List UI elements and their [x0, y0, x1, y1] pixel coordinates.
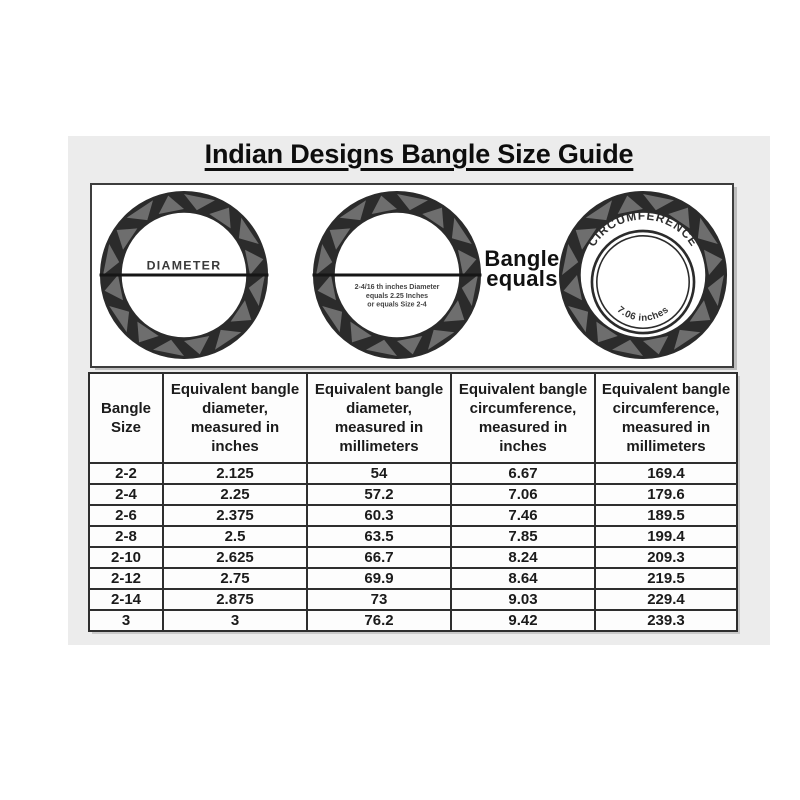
column-header-diameter-inches: Equivalent bangle diameter, measured in …	[162, 372, 308, 464]
inner-circle-inner	[596, 235, 690, 330]
table-cell: 169.4	[594, 462, 738, 485]
table-cell: 239.3	[594, 609, 738, 632]
example-note-line-3: or equals Size 2-4	[367, 302, 426, 309]
table-cell: 6.67	[450, 462, 596, 485]
table-row: 2-4 2.25 57.2 7.06 179.6	[88, 483, 738, 506]
table-row: 2-10 2.625 66.7 8.24 209.3	[88, 546, 738, 569]
column-header-circumference-mm: Equivalent bangle circumference, measure…	[594, 372, 738, 464]
bangle-illustration-panel: DIAMETER 2-4/16 th inches Diameter equal…	[90, 183, 734, 368]
table-cell: 7.46	[450, 504, 596, 527]
table-cell: 2.125	[162, 462, 308, 485]
table-cell: 2.625	[162, 546, 308, 569]
table-cell: 69.9	[306, 567, 452, 590]
table-row: 2-12 2.75 69.9 8.64 219.5	[88, 567, 738, 590]
table-cell: 219.5	[594, 567, 738, 590]
bangle-equals-line-1: Bangle	[484, 246, 560, 271]
table-cell: 189.5	[594, 504, 738, 527]
diameter-label: DIAMETER	[147, 259, 222, 273]
table-cell: 8.24	[450, 546, 596, 569]
example-note-line-2: equals 2.25 Inches	[366, 293, 428, 300]
size-table-body: 2-2 2.125 54 6.67 169.4 2-4 2.25 57.2 7.06 179.6 2…	[88, 462, 738, 632]
table-cell: 2.25	[162, 483, 308, 506]
size-table-header: Bangle Size Equivalent bangle diameter, …	[88, 372, 738, 464]
table-cell: 60.3	[306, 504, 452, 527]
table-cell: 57.2	[306, 483, 452, 506]
table-cell: 8.64	[450, 567, 596, 590]
table-cell: 2-10	[88, 546, 164, 569]
table-cell: 3	[162, 609, 308, 632]
table-cell: 2-2	[88, 462, 164, 485]
table-cell: 2.375	[162, 504, 308, 527]
table-row: 2-6 2.375 60.3 7.46 189.5	[88, 504, 738, 527]
table-cell: 2.875	[162, 588, 308, 611]
bangle-size-table: Bangle Size Equivalent bangle diameter, …	[88, 372, 738, 632]
table-cell: 2.5	[162, 525, 308, 548]
table-cell: 7.06	[450, 483, 596, 506]
table-row: 3 3 76.2 9.42 239.3	[88, 609, 738, 632]
table-cell: 2-4	[88, 483, 164, 506]
example-note-line-1: 2-4/16 th inches Diameter	[355, 284, 440, 291]
table-row: 2-14 2.875 73 9.03 229.4	[88, 588, 738, 611]
table-cell: 73	[306, 588, 452, 611]
table-cell: 3	[88, 609, 164, 632]
bangle-equals-label: Bangle equals	[475, 246, 569, 291]
table-cell: 229.4	[594, 588, 738, 611]
page-title-text: Indian Designs Bangle Size Guide	[204, 139, 634, 169]
table-cell: 2-12	[88, 567, 164, 590]
bangle-example-illustration: 2-4/16 th inches Diameter equals 2.25 In…	[312, 190, 482, 360]
header-row: Bangle Size Equivalent bangle diameter, …	[88, 372, 738, 464]
bangle-diameter-illustration: DIAMETER	[99, 190, 269, 360]
inner-circle-outer	[590, 229, 696, 335]
bangle-equals-line-2: equals	[486, 266, 558, 291]
table-cell: 2-6	[88, 504, 164, 527]
table-row: 2-8 2.5 63.5 7.85 199.4	[88, 525, 738, 548]
table-cell: 76.2	[306, 609, 452, 632]
table-cell: 2-14	[88, 588, 164, 611]
bangle-circumference-illustration: CIRCUMFERENCE 7.06 inches	[558, 190, 728, 360]
table-cell: 63.5	[306, 525, 452, 548]
table-cell: 2-8	[88, 525, 164, 548]
table-cell: 179.6	[594, 483, 738, 506]
column-header-bangle-size: Bangle Size	[88, 372, 164, 464]
table-cell: 199.4	[594, 525, 738, 548]
table-cell: 209.3	[594, 546, 738, 569]
table-cell: 9.03	[450, 588, 596, 611]
table-cell: 66.7	[306, 546, 452, 569]
table-cell: 9.42	[450, 609, 596, 632]
page-title: Indian Designs Bangle Size Guide	[68, 139, 770, 170]
table-row: 2-2 2.125 54 6.67 169.4	[88, 462, 738, 485]
column-header-circumference-inches: Equivalent bangle circumference, measure…	[450, 372, 596, 464]
table-cell: 54	[306, 462, 452, 485]
table-cell: 2.75	[162, 567, 308, 590]
table-cell: 7.85	[450, 525, 596, 548]
column-header-diameter-mm: Equivalent bangle diameter, measured in …	[306, 372, 452, 464]
